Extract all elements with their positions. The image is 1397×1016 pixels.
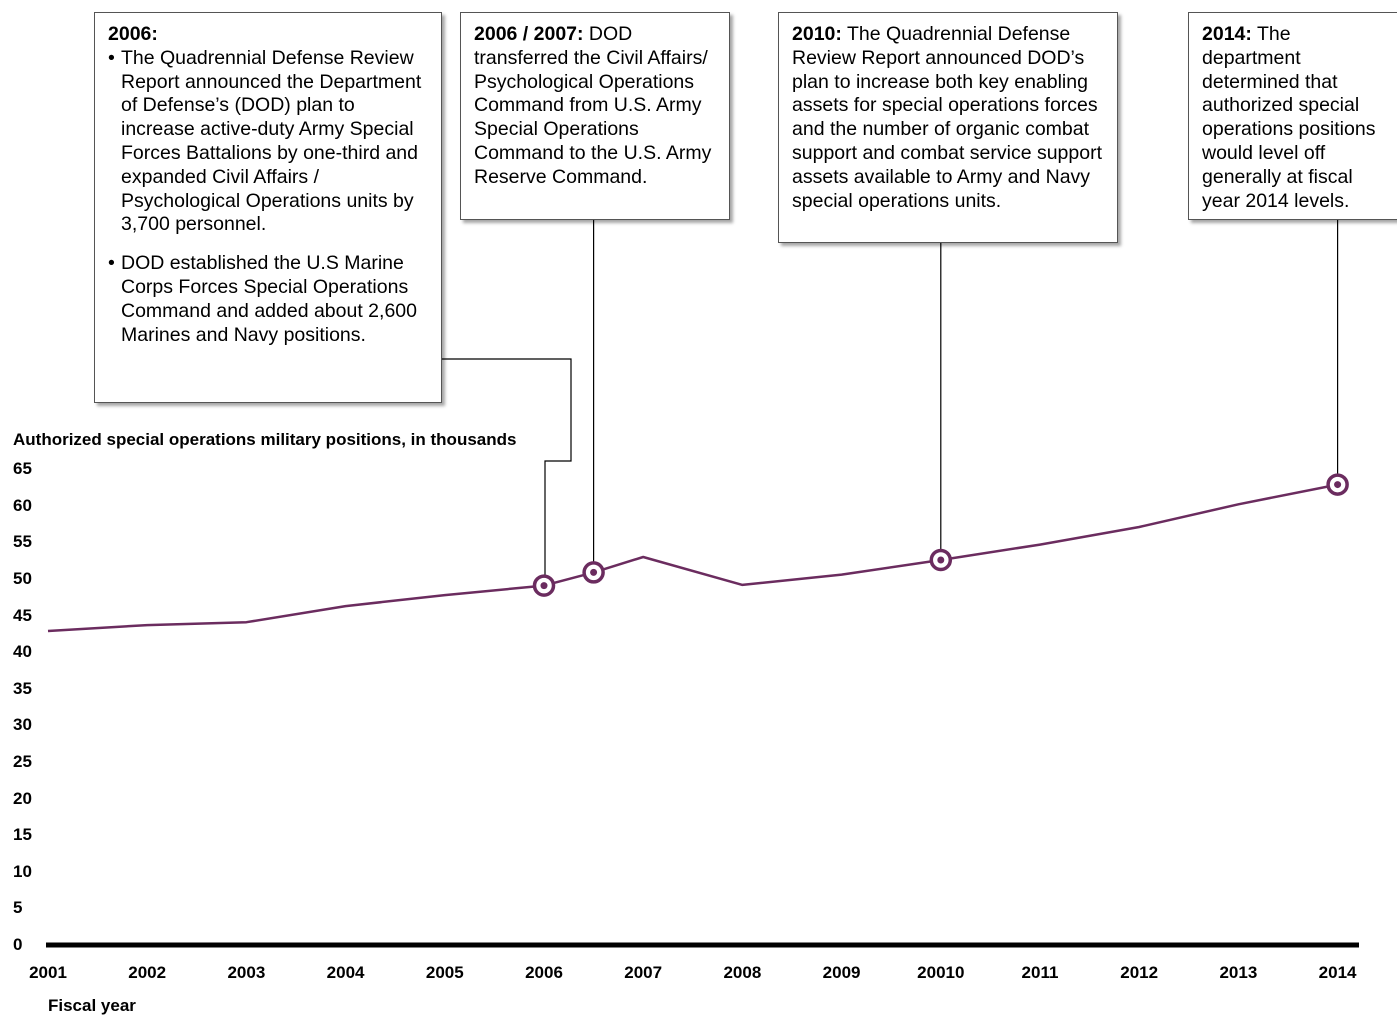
x-tick-label: 2006: [525, 963, 563, 982]
x-tick-label: 2001: [29, 963, 67, 982]
y-tick-label: 45: [13, 605, 32, 625]
event-marker-dot-3: [937, 556, 945, 564]
x-tick-label: 2012: [1120, 963, 1159, 982]
x-tick-label: 2007: [624, 963, 663, 982]
y-tick-label: 65: [13, 459, 32, 479]
annotation-2014-heading: 2014:: [1202, 23, 1252, 45]
y-tick-label: 15: [13, 825, 32, 845]
y-axis-label: Authorized special operations military p…: [13, 430, 517, 449]
y-tick-label: 30: [13, 715, 32, 735]
annotation-2006-bullet-1: The Quadrennial Defense Review Report an…: [108, 47, 429, 237]
x-tick-label: 2013: [1219, 963, 1258, 982]
x-axis-label: Fiscal year: [48, 996, 136, 1015]
y-tick-label: 55: [13, 532, 32, 552]
y-tick-label: 40: [13, 642, 32, 662]
series-line-1: [47, 483, 1338, 633]
x-tick-label: 2003: [227, 963, 266, 982]
annotation-2006: 2006: The Quadrennial Defense Review Rep…: [94, 12, 442, 403]
event-marker-dot-2: [590, 568, 598, 576]
annotation-2006-list: The Quadrennial Defense Review Report an…: [108, 47, 429, 348]
annotation-2014-text: The department determined that authorize…: [1202, 23, 1376, 212]
y-tick-label: 5: [13, 898, 23, 918]
x-tick-label: 2002: [128, 963, 167, 982]
annotation-2010: 2010: The Quadrennial Defense Review Rep…: [778, 12, 1118, 243]
x-tick-label: 2009: [822, 963, 861, 982]
annotation-2006-heading: 2006:: [108, 23, 158, 45]
x-tick-label: 2014: [1318, 963, 1357, 982]
annotation-2006-2007-text: DOD transferred the Civil Affairs/ Psych…: [474, 23, 712, 188]
annotation-2006-2007: 2006 / 2007: DOD transferred the Civil A…: [460, 12, 730, 220]
x-tick-label: 2004: [326, 963, 365, 982]
annotation-2010-text: The Quadrennial Defense Review Report an…: [792, 23, 1103, 212]
event-marker-dot-1: [540, 582, 548, 590]
x-tick-label: 2011: [1021, 963, 1059, 982]
y-tick-label: 50: [13, 569, 32, 588]
y-tick-label: 25: [13, 752, 32, 771]
y-tick-label: 20: [13, 788, 32, 808]
x-tick-label: 20010: [917, 963, 965, 982]
leader-line-2006: [442, 358, 572, 576]
y-tick-label: 60: [13, 495, 32, 515]
annotation-2006-2007-heading: 2006 / 2007:: [474, 23, 584, 45]
annotation-2006-bullet-2: DOD established the U.S Marine Corps For…: [108, 252, 429, 347]
y-tick-label: 0: [13, 935, 23, 954]
x-tick-label: 2008: [723, 963, 762, 982]
y-tick-label: 35: [13, 678, 32, 698]
event-marker-dot-4: [1334, 481, 1342, 489]
annotation-2010-heading: 2010:: [792, 23, 842, 45]
annotation-2014: 2014: The department determined that aut…: [1188, 12, 1397, 220]
x-tick-label: 2005: [425, 963, 464, 982]
y-tick-label: 10: [13, 861, 32, 881]
